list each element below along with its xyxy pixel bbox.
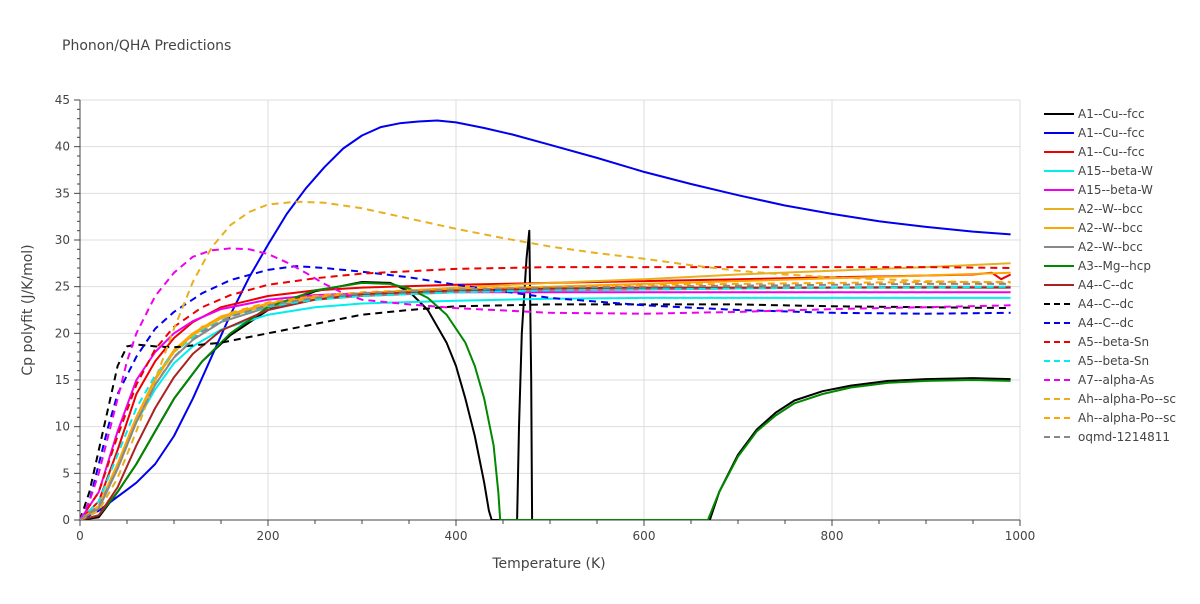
legend-item: A1--Cu--fcc (1078, 107, 1145, 121)
legend-item: A4--C--dc (1078, 278, 1134, 292)
x-tick-label: 400 (445, 529, 468, 543)
legend-item: A1--Cu--fcc (1078, 145, 1145, 159)
y-tick-label: 25 (55, 280, 70, 294)
legend-item: A3--Mg--hcp (1078, 259, 1151, 273)
y-tick-label: 15 (55, 373, 70, 387)
y-tick-label: 20 (55, 326, 70, 340)
series-line-9 (80, 286, 1011, 520)
legend-item: A4--C--dc (1078, 316, 1134, 330)
y-tick-label: 30 (55, 233, 70, 247)
series-line-8 (80, 281, 1011, 520)
legend-item: A5--beta-Sn (1078, 335, 1149, 349)
x-tick-label: 0 (76, 529, 84, 543)
x-tick-label: 800 (821, 529, 844, 543)
legend-item: A2--W--bcc (1078, 240, 1143, 254)
y-tick-label: 40 (55, 140, 70, 154)
series-line-14 (80, 247, 1011, 520)
series-line-13 (80, 285, 1011, 520)
x-tick-label: 200 (257, 529, 280, 543)
legend-item: A5--beta-Sn (1078, 354, 1149, 368)
legend-item: A1--Cu--fcc (1078, 126, 1145, 140)
y-tick-label: 0 (62, 513, 70, 527)
axis-layer: 0 200 400 600 800 1000 0 5 10 15 20 25 30 35 40 45 (55, 93, 1036, 543)
x-axis-label: Temperature (K) (491, 556, 605, 572)
y-tick-label: 10 (55, 420, 70, 434)
legend-item: A15--beta-W (1078, 164, 1153, 178)
legend: A1--Cu--fcc A1--Cu--fcc A1--Cu--fcc A15--be… (1044, 107, 1176, 444)
series-line-0 (80, 229, 1011, 520)
series-line-4 (80, 291, 1011, 520)
series-line-7 (80, 285, 1011, 520)
y-tick-label: 45 (55, 93, 70, 107)
series-line-15 (80, 200, 1011, 520)
series-line-12 (80, 266, 1011, 520)
series-line-17 (80, 282, 1011, 520)
legend-item: A2--W--bcc (1078, 221, 1143, 235)
y-tick-label: 35 (55, 186, 70, 200)
y-axis-label: Cp polyfit (J/K/mol) (20, 244, 36, 375)
legend-item: Ah--alpha-Po--sc (1078, 392, 1176, 406)
series-line-16 (80, 281, 1011, 520)
series-line-1 (80, 119, 1011, 520)
legend-item: A7--alpha-As (1078, 373, 1154, 387)
series-layer (80, 119, 1012, 520)
series-line-11 (80, 265, 1011, 520)
legend-item: A2--W--bcc (1078, 202, 1143, 216)
x-tick-label: 600 (633, 529, 656, 543)
y-tick-label: 5 (62, 466, 70, 480)
legend-item: A15--beta-W (1078, 183, 1153, 197)
legend-item: oqmd-1214811 (1078, 430, 1170, 444)
x-tick-label: 1000 (1005, 529, 1036, 543)
legend-item: A4--C--dc (1078, 297, 1134, 311)
chart-title: Phonon/QHA Predictions (62, 38, 231, 54)
series-line-5 (80, 262, 1011, 520)
legend-item: Ah--alpha-Po--sc (1078, 411, 1176, 425)
